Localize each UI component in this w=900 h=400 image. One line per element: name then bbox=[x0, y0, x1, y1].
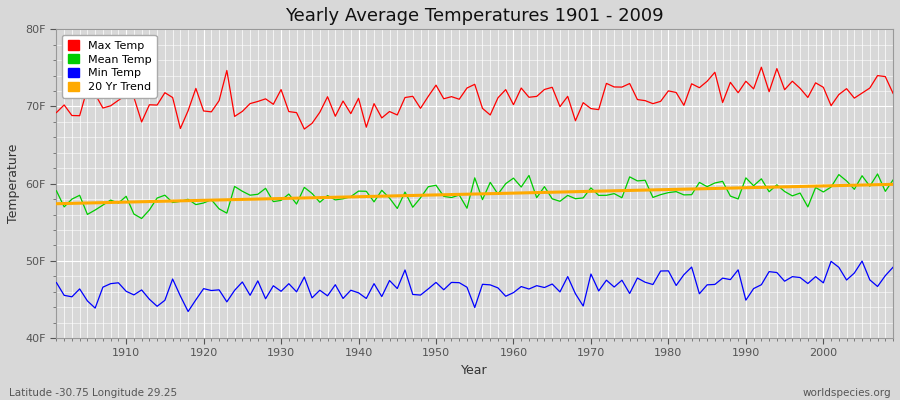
Legend: Max Temp, Mean Temp, Min Temp, 20 Yr Trend: Max Temp, Mean Temp, Min Temp, 20 Yr Tre… bbox=[62, 35, 157, 98]
Text: Latitude -30.75 Longitude 29.25: Latitude -30.75 Longitude 29.25 bbox=[9, 388, 177, 398]
Y-axis label: Temperature: Temperature bbox=[7, 144, 20, 223]
Text: worldspecies.org: worldspecies.org bbox=[803, 388, 891, 398]
Title: Yearly Average Temperatures 1901 - 2009: Yearly Average Temperatures 1901 - 2009 bbox=[285, 7, 664, 25]
X-axis label: Year: Year bbox=[462, 364, 488, 377]
